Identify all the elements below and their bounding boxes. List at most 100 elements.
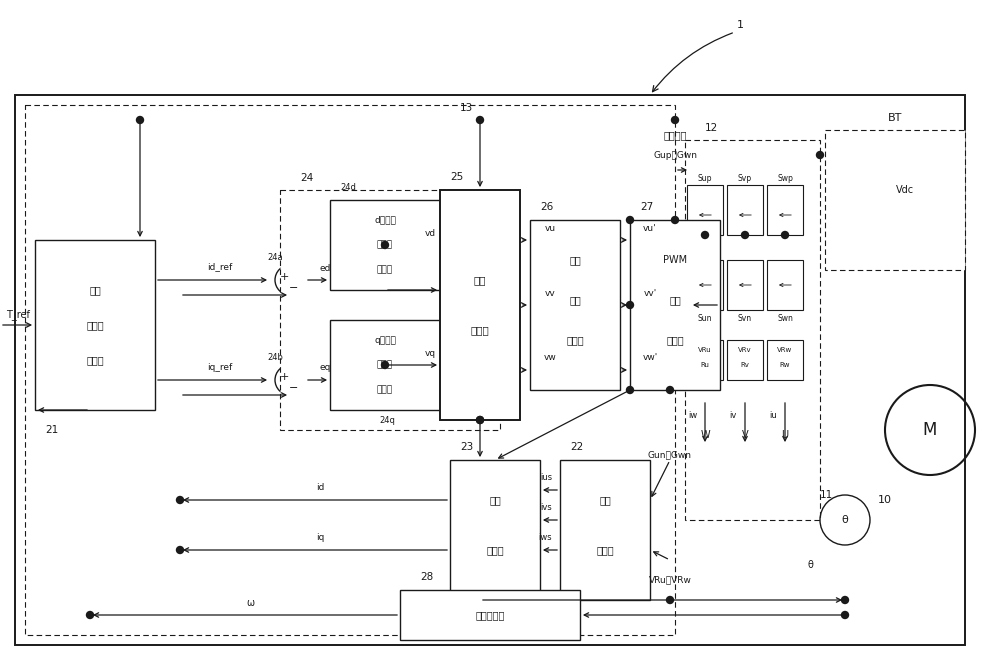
Text: eq: eq — [319, 364, 331, 372]
Text: Swp: Swp — [777, 174, 793, 182]
Text: vu': vu' — [643, 223, 657, 233]
Bar — [825, 130, 965, 270]
Bar — [685, 140, 820, 520]
Text: 速度运算器: 速度运算器 — [475, 610, 505, 620]
Text: Swn: Swn — [777, 313, 793, 323]
Text: VRv: VRv — [738, 347, 752, 353]
Circle shape — [816, 152, 824, 158]
Text: T_ref: T_ref — [6, 309, 30, 321]
Bar — [440, 190, 520, 420]
Text: +: + — [279, 272, 289, 282]
Bar — [280, 190, 500, 430]
Bar — [630, 220, 720, 390]
Circle shape — [477, 416, 484, 424]
Text: θ: θ — [842, 515, 848, 525]
Bar — [687, 340, 723, 380]
Circle shape — [137, 116, 144, 124]
Text: 修正: 修正 — [569, 255, 581, 265]
Text: 24a: 24a — [267, 253, 283, 261]
Text: 21: 21 — [45, 425, 58, 435]
Bar — [767, 340, 803, 380]
Circle shape — [782, 231, 788, 239]
Text: id: id — [316, 483, 324, 493]
Bar — [25, 105, 675, 635]
Bar — [767, 260, 803, 310]
Text: 24d: 24d — [340, 182, 356, 192]
Text: 运算器: 运算器 — [377, 265, 393, 275]
Text: 坐标: 坐标 — [489, 495, 501, 505]
Text: 12: 12 — [705, 123, 718, 133]
Circle shape — [177, 497, 184, 503]
Text: Svn: Svn — [738, 313, 752, 323]
Text: 坐标: 坐标 — [474, 275, 486, 285]
Bar — [727, 185, 763, 235]
Bar — [687, 260, 723, 310]
Text: Vdc: Vdc — [896, 185, 914, 195]
Circle shape — [382, 362, 389, 368]
Bar — [450, 460, 540, 600]
Circle shape — [842, 597, 848, 604]
Text: 电压: 电压 — [569, 295, 581, 305]
Circle shape — [666, 386, 674, 394]
Text: id_ref: id_ref — [207, 263, 233, 271]
Bar — [530, 220, 620, 390]
Text: 指令值: 指令值 — [377, 360, 393, 370]
Text: W: W — [700, 430, 710, 440]
Text: Svp: Svp — [738, 174, 752, 182]
Text: 24b: 24b — [267, 352, 283, 362]
Text: 24: 24 — [300, 173, 313, 183]
Circle shape — [87, 612, 94, 618]
Circle shape — [177, 547, 184, 553]
Text: 26: 26 — [540, 202, 553, 212]
Text: ius: ius — [540, 473, 552, 483]
Circle shape — [702, 231, 708, 239]
Text: Rw: Rw — [780, 362, 790, 368]
Circle shape — [742, 231, 748, 239]
Text: Gun～Gwn: Gun～Gwn — [648, 450, 692, 460]
Circle shape — [666, 597, 674, 604]
Text: iv: iv — [729, 410, 737, 420]
Text: 11: 11 — [820, 490, 833, 500]
Text: iq_ref: iq_ref — [207, 362, 233, 372]
Text: vq: vq — [424, 348, 436, 358]
Text: vv': vv' — [643, 289, 657, 297]
Text: vv: vv — [545, 289, 555, 297]
Bar — [687, 185, 723, 235]
Text: 生成器: 生成器 — [666, 335, 684, 345]
Text: ω: ω — [246, 598, 254, 608]
Text: 25: 25 — [450, 172, 463, 182]
Text: 信号: 信号 — [669, 295, 681, 305]
Text: 13: 13 — [460, 103, 473, 113]
Text: iq: iq — [316, 533, 324, 543]
Text: 10: 10 — [878, 495, 892, 505]
Bar — [15, 95, 965, 645]
Circle shape — [382, 241, 389, 249]
Text: vw: vw — [544, 354, 556, 362]
Text: vd: vd — [424, 229, 436, 237]
Bar — [727, 260, 763, 310]
Circle shape — [672, 217, 678, 223]
Text: 生成器: 生成器 — [566, 335, 584, 345]
Bar — [330, 200, 440, 290]
Text: q轴电压: q轴电压 — [374, 336, 396, 344]
Text: d轴电压: d轴电压 — [374, 215, 396, 225]
Text: PWM: PWM — [663, 255, 687, 265]
Text: U: U — [781, 430, 789, 440]
Text: 转换器: 转换器 — [471, 325, 489, 335]
Text: 28: 28 — [420, 572, 433, 582]
Text: Rv: Rv — [741, 362, 749, 368]
Circle shape — [672, 116, 678, 124]
Text: +: + — [279, 372, 289, 382]
Text: Gup～Gwn: Gup～Gwn — [653, 150, 697, 160]
Text: Sun: Sun — [698, 313, 712, 323]
Text: 27: 27 — [640, 202, 653, 212]
Bar — [560, 460, 650, 600]
Text: 开关信号: 开关信号 — [663, 130, 687, 140]
Text: 指令值: 指令值 — [377, 241, 393, 249]
Text: iw: iw — [688, 410, 698, 420]
Text: ivs: ivs — [540, 503, 552, 513]
Circle shape — [477, 116, 484, 124]
Text: 22: 22 — [570, 442, 583, 452]
Text: 电流: 电流 — [89, 285, 101, 295]
Text: 运算器: 运算器 — [86, 355, 104, 365]
